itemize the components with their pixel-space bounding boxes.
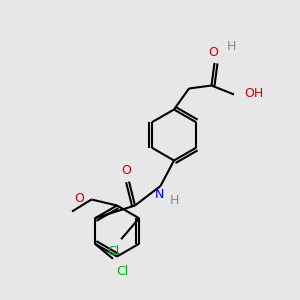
- Text: O: O: [74, 191, 84, 205]
- Text: H: H: [169, 194, 179, 206]
- Text: O: O: [208, 46, 218, 59]
- Text: N: N: [154, 188, 164, 200]
- Text: Cl: Cl: [116, 265, 128, 278]
- Text: O: O: [121, 164, 131, 177]
- Text: Cl: Cl: [107, 245, 120, 258]
- Text: OH: OH: [244, 86, 264, 100]
- Text: H: H: [226, 40, 236, 52]
